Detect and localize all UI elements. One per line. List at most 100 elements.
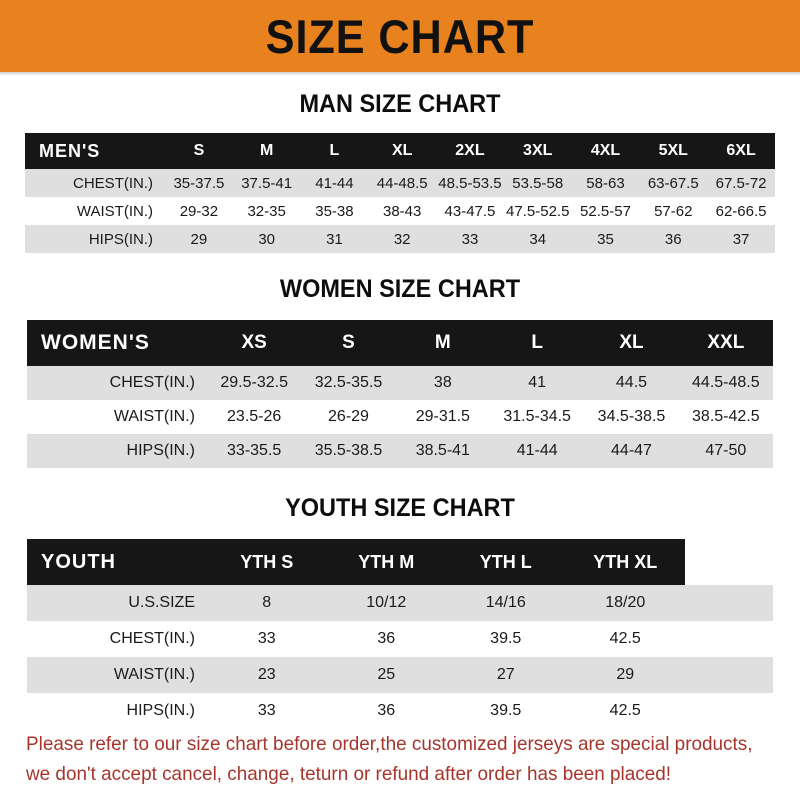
table-cell: 33: [436, 225, 504, 253]
table-cell: 31.5-34.5: [489, 400, 585, 434]
table-cell: 33-35.5: [207, 434, 302, 468]
table-column-header: YTH M: [326, 539, 446, 585]
table-row: HIPS(IN.) 29 30 31 32 33 34 35 36 37: [25, 225, 775, 253]
table-cell: 23: [207, 657, 327, 693]
table-cell: 29-32: [165, 197, 233, 225]
row-label: HIPS(IN.): [25, 225, 166, 253]
table-cell: 14/16: [446, 585, 566, 621]
size-chart-section: WOMEN SIZE CHART WOMEN'S XS S M L XL XXL CHEST(I…: [0, 253, 800, 468]
table-cell: 47.5-52.5: [503, 197, 572, 225]
table-cell: 38.5-42.5: [678, 400, 773, 434]
table-header-label: WOMEN'S: [27, 320, 207, 366]
size-chart-section: YOUTH SIZE CHART YOUTH YTH S YTH M YTH L YTH …: [0, 468, 800, 729]
table-cell-spacer: [685, 621, 773, 657]
table-cell: 25: [326, 657, 446, 693]
section-title: MAN SIZE CHART: [299, 90, 501, 118]
table-row: WAIST(IN.) 29-32 32-35 35-38 38-43 43-47.5 47.…: [25, 197, 775, 225]
section-title: WOMEN SIZE CHART: [279, 275, 521, 303]
row-label: CHEST(IN.): [27, 366, 207, 400]
size-table: WOMEN'S XS S M L XL XXL CHEST(IN.) 29.5-32.5 32.5…: [27, 320, 773, 468]
table-cell: 35: [571, 225, 640, 253]
table-column-header: S: [165, 133, 233, 169]
table-cell: 26-29: [301, 400, 396, 434]
table-cell: 58-63: [571, 169, 640, 197]
table-cell: 8: [207, 585, 327, 621]
banner-shadow-divider: [0, 72, 800, 76]
table-cell: 42.5: [565, 621, 685, 657]
table-cell: 48.5-53.5: [436, 169, 504, 197]
page-banner: SIZE CHART: [0, 0, 800, 72]
table-row: WAIST(IN.) 23.5-26 26-29 29-31.5 31.5-34.5 34…: [27, 400, 773, 434]
table-column-header: XS: [207, 320, 302, 366]
table-cell: 44.5: [584, 366, 679, 400]
table-cell: 41: [489, 366, 585, 400]
table-row: CHEST(IN.) 35-37.5 37.5-41 41-44 44-48.5 48.5…: [25, 169, 775, 197]
table-cell: 44.5-48.5: [678, 366, 773, 400]
table-cell: 42.5: [565, 693, 685, 729]
table-row: HIPS(IN.) 33 36 39.5 42.5: [27, 693, 773, 729]
page-title: SIZE CHART: [265, 9, 535, 63]
table-cell: 53.5-58: [503, 169, 572, 197]
table-cell: 37: [707, 225, 775, 253]
table-cell: 47-50: [678, 434, 773, 468]
table-cell: 41-44: [300, 169, 369, 197]
row-label: CHEST(IN.): [25, 169, 166, 197]
table-cell: 29.5-32.5: [207, 366, 302, 400]
table-cell: 30: [232, 225, 301, 253]
table-cell: 62-66.5: [707, 197, 775, 225]
row-label: CHEST(IN.): [27, 621, 207, 657]
size-table: MEN'S S M L XL 2XL 3XL 4XL 5XL 6XL CHEST(IN.) 35-37…: [25, 133, 775, 253]
table-row: U.S.SIZE 8 10/12 14/16 18/20: [27, 585, 773, 621]
table-cell: 31: [300, 225, 369, 253]
table-column-header: YTH XL: [565, 539, 685, 585]
table-column-header: YTH S: [207, 539, 327, 585]
table-cell: 39.5: [446, 693, 566, 729]
table-column-header: XL: [584, 320, 679, 366]
table-column-header: S: [301, 320, 396, 366]
table-header-row: YOUTH YTH S YTH M YTH L YTH XL: [27, 539, 773, 585]
table-header-spacer: [685, 539, 773, 585]
table-cell: 35-38: [300, 197, 369, 225]
table-cell-spacer: [685, 657, 773, 693]
table-cell: 32.5-35.5: [301, 366, 396, 400]
table-cell: 36: [639, 225, 708, 253]
table-column-header: L: [300, 133, 369, 169]
table-column-header: 6XL: [707, 133, 775, 169]
size-chart-sections: MAN SIZE CHART MEN'S S M L XL 2XL 3XL 4XL 5XL 6XL C…: [0, 76, 800, 729]
table-cell: 38.5-41: [395, 434, 490, 468]
table-cell: 35-37.5: [165, 169, 233, 197]
table-cell: 36: [326, 693, 446, 729]
note-line-2: we don't accept cancel, change, teturn o…: [26, 763, 672, 785]
table-cell: 18/20: [565, 585, 685, 621]
row-label: WAIST(IN.): [27, 657, 207, 693]
table-cell: 63-67.5: [639, 169, 708, 197]
table-cell: 32: [368, 225, 437, 253]
table-header-row: MEN'S S M L XL 2XL 3XL 4XL 5XL 6XL: [25, 133, 775, 169]
size-chart-section: MAN SIZE CHART MEN'S S M L XL 2XL 3XL 4XL 5XL 6XL C…: [0, 76, 800, 253]
table-cell: 57-62: [639, 197, 708, 225]
table-cell: 10/12: [326, 585, 446, 621]
table-cell: 37.5-41: [232, 169, 301, 197]
table-column-header: M: [232, 133, 301, 169]
table-cell: 29-31.5: [395, 400, 490, 434]
row-label: HIPS(IN.): [27, 693, 207, 729]
row-label: HIPS(IN.): [27, 434, 207, 468]
row-label: WAIST(IN.): [27, 400, 207, 434]
table-cell: 52.5-57: [571, 197, 640, 225]
table-row: WAIST(IN.) 23 25 27 29: [27, 657, 773, 693]
table-cell: 32-35: [232, 197, 301, 225]
table-row: CHEST(IN.) 33 36 39.5 42.5: [27, 621, 773, 657]
table-cell: 29: [565, 657, 685, 693]
table-cell: 44-48.5: [368, 169, 437, 197]
table-cell-spacer: [685, 585, 773, 621]
table-cell: 38: [395, 366, 490, 400]
table-row: CHEST(IN.) 29.5-32.5 32.5-35.5 38 41 44.5 44.5…: [27, 366, 773, 400]
note-line-1: Please refer to our size chart before or…: [26, 733, 753, 755]
table-column-header: YTH L: [446, 539, 566, 585]
table-cell: 33: [207, 621, 327, 657]
table-cell: 38-43: [368, 197, 437, 225]
table-cell: 36: [326, 621, 446, 657]
table-column-header: L: [489, 320, 585, 366]
table-column-header: M: [395, 320, 490, 366]
table-column-header: XXL: [678, 320, 773, 366]
